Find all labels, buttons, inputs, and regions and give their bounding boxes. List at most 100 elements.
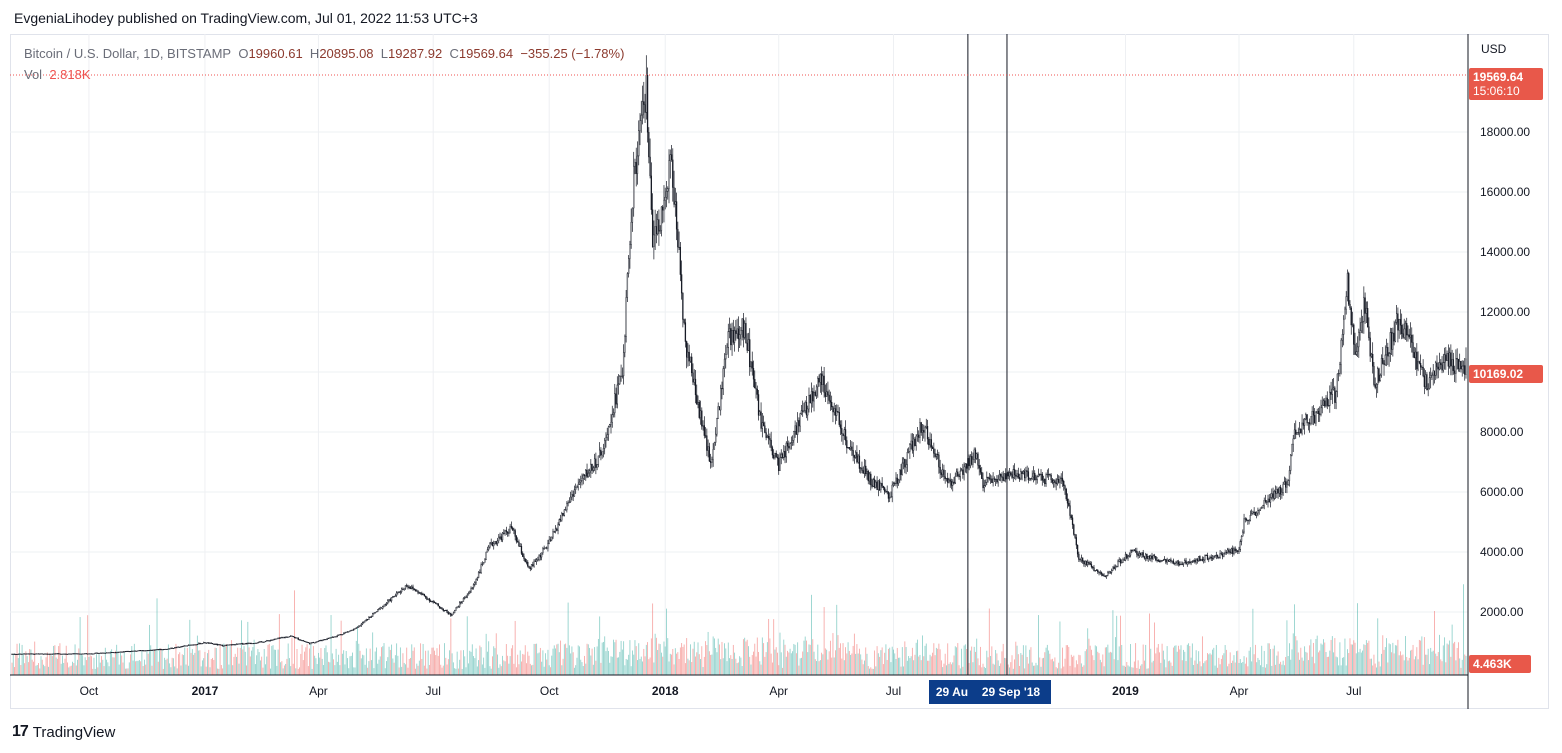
candle-body <box>464 597 466 599</box>
candle-body <box>751 361 753 369</box>
candle-body <box>1007 472 1009 477</box>
candle-body <box>936 453 939 456</box>
candle-body <box>774 452 776 459</box>
candle-body <box>1012 469 1014 478</box>
volume-bar <box>763 643 765 675</box>
candle-body <box>141 650 143 652</box>
candle-body <box>773 454 775 459</box>
volume-bar <box>1415 656 1416 675</box>
candle-body <box>910 440 912 445</box>
volume-bar <box>812 639 814 675</box>
volume-bar <box>1316 635 1318 675</box>
candle-body <box>856 452 858 463</box>
candle-body <box>92 653 94 655</box>
volume-bar <box>711 654 713 675</box>
volume-bar <box>199 650 201 675</box>
candle-body <box>1143 556 1146 559</box>
candle-body <box>1358 331 1360 348</box>
volume-bar <box>833 657 835 675</box>
candle-body <box>539 555 542 558</box>
volume-bar <box>803 640 805 675</box>
volume-bar <box>1456 648 1458 675</box>
volume-bar <box>145 664 147 675</box>
candle-body <box>442 608 444 611</box>
candle-body <box>918 434 920 438</box>
candle-body <box>535 559 538 562</box>
volume-bar <box>1205 660 1207 675</box>
candle-body <box>1369 337 1371 357</box>
volume-bar <box>1038 615 1039 675</box>
candle-body <box>330 637 332 639</box>
candle-body <box>1319 413 1321 415</box>
volume-bar <box>1133 661 1135 675</box>
volume-bar <box>678 658 680 675</box>
candle-body <box>116 652 118 654</box>
candle-body <box>225 644 228 646</box>
candle-body <box>537 559 539 561</box>
volume-bar <box>442 665 444 675</box>
footer-brand[interactable]: 17 TradingView <box>12 723 115 741</box>
volume-bar <box>352 652 353 675</box>
candle-body <box>885 491 887 493</box>
volume-bar <box>726 661 728 675</box>
candle-body <box>762 422 765 426</box>
candle-body <box>570 496 572 503</box>
candle-body <box>377 609 379 612</box>
candle-body <box>205 642 207 644</box>
price-chart[interactable]: 2000.004000.006000.008000.0010000.001200… <box>10 34 1549 709</box>
candle-body <box>788 445 790 449</box>
candle-body <box>501 532 504 541</box>
volume-bar <box>1413 659 1415 675</box>
volume-bar <box>1188 643 1190 675</box>
candle-body <box>430 600 432 602</box>
volume-bar <box>749 656 751 675</box>
candle-body <box>548 539 550 544</box>
candle-body <box>1069 505 1071 516</box>
candle-body <box>863 465 866 474</box>
candle-body <box>544 547 547 549</box>
volume-bar <box>725 648 727 675</box>
candle-body <box>210 642 212 644</box>
candle-body <box>606 434 608 438</box>
candle-body <box>1451 359 1453 367</box>
volume-bar <box>866 653 868 675</box>
candle-body <box>847 447 849 449</box>
volume-bar <box>547 649 549 675</box>
candle-body <box>1368 326 1370 339</box>
volume-bar <box>326 652 328 675</box>
candle-body <box>369 616 371 618</box>
candle-body <box>1349 304 1351 309</box>
volume-bar <box>1285 656 1287 675</box>
volume-bar <box>1243 656 1245 675</box>
volume-bar <box>579 646 580 675</box>
volume-bar <box>195 644 197 675</box>
candle-body <box>902 458 905 464</box>
volume-bar <box>1368 640 1370 675</box>
volume-bar <box>884 652 886 675</box>
volume-bar <box>222 668 224 675</box>
volume-bar <box>1054 657 1056 675</box>
volume-bar <box>1069 665 1071 675</box>
volume-bar <box>1442 645 1444 675</box>
volume-bar <box>155 650 157 675</box>
volume-bar <box>485 633 487 675</box>
volume-bar <box>705 641 707 675</box>
volume-bar <box>449 650 451 675</box>
candle-body <box>872 479 874 487</box>
volume-bar <box>1154 622 1155 675</box>
candle-body <box>1348 273 1350 305</box>
candle-body <box>733 330 736 343</box>
volume-bar <box>650 638 652 675</box>
volume-bar <box>217 668 218 675</box>
candle-body <box>1015 474 1017 477</box>
candle-body <box>303 640 306 642</box>
volume-bar <box>886 659 888 675</box>
candle-body <box>499 536 501 538</box>
candle-body <box>206 642 209 644</box>
candle-body <box>1119 559 1122 564</box>
volume-bar <box>1097 651 1099 675</box>
volume-bar <box>1401 655 1403 675</box>
volume-bar <box>595 660 597 675</box>
volume-bar <box>890 662 892 675</box>
candle-body <box>404 585 407 590</box>
